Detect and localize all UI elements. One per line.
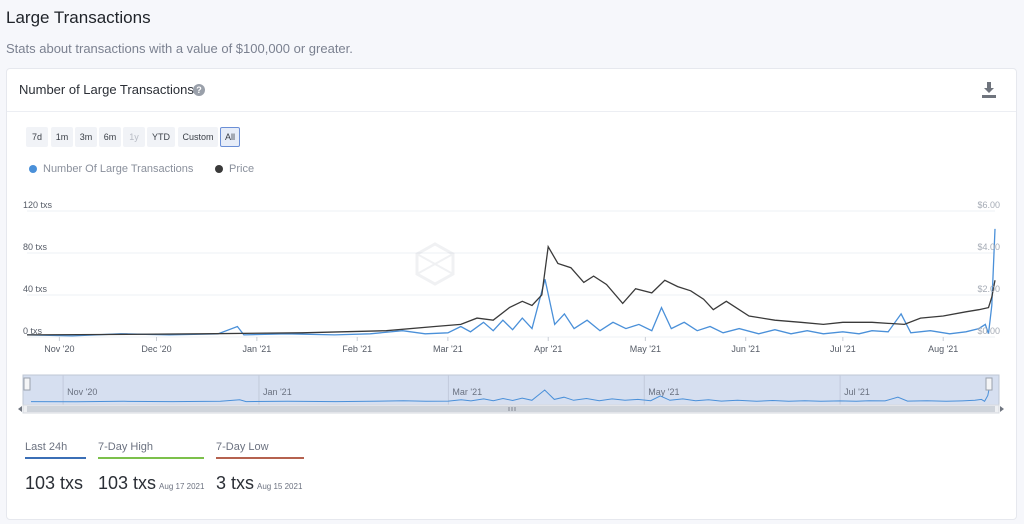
y-left-tick-label: 120 txs xyxy=(23,200,53,210)
x-tick-label: Dec '20 xyxy=(141,344,171,354)
x-tick-label: Jan '21 xyxy=(242,344,271,354)
stat-underline-7day-high xyxy=(98,457,204,459)
stat-number-7day-low: 3 txs xyxy=(216,473,255,493)
stat-label-7day-high: 7-Day High xyxy=(98,441,154,453)
card-header: Number of Large Transactions ? xyxy=(7,69,1016,112)
y-right-tick-label: $6.00 xyxy=(977,200,1000,210)
stat-number-last-24h: 103 txs xyxy=(25,473,84,493)
stat-underline-7day-low xyxy=(216,457,304,459)
y-right-tick-label: $4.00 xyxy=(977,242,1000,252)
stat-underline-last-24h xyxy=(25,457,86,459)
legend-label-transactions: Number Of Large Transactions xyxy=(43,163,194,175)
stat-number-7day-high: 103 txs xyxy=(98,473,157,493)
navigator-handle-left[interactable] xyxy=(23,377,31,391)
stat-value-7day-low: 3 txs Aug 15 2021 xyxy=(216,473,304,494)
x-tick-label: Feb '21 xyxy=(342,344,372,354)
legend-dot-price xyxy=(215,165,223,173)
x-tick-label: Mar '21 xyxy=(433,344,463,354)
range-button-ytd[interactable]: YTD xyxy=(147,127,175,147)
legend-dot-transactions xyxy=(29,165,37,173)
question-circle-icon[interactable]: ? xyxy=(193,84,205,96)
x-tick-label: Apr '21 xyxy=(534,344,562,354)
range-button-all[interactable]: All xyxy=(220,127,240,147)
x-tick-label: Jun '21 xyxy=(731,344,760,354)
range-button-7d[interactable]: 7d xyxy=(26,127,48,147)
x-tick-label: Nov '20 xyxy=(44,344,74,354)
series-line-price[interactable] xyxy=(26,244,996,336)
navigator-scrollbar-thumb[interactable] xyxy=(27,406,995,412)
range-button-custom[interactable]: Custom xyxy=(178,127,218,147)
main-chart[interactable]: 0 txs 40 txs 80 txs 120 txs $0.00 $2.00 $4.00 $… xyxy=(7,199,1016,359)
large-transactions-card: Number of Large Transactions ? 7d 1m 3m … xyxy=(6,68,1017,520)
page-subtitle: Stats about transactions with a value of… xyxy=(6,41,353,56)
stat-value-7day-high: 103 txs Aug 17 2021 xyxy=(98,473,204,494)
y-right-tick-label: $0.00 xyxy=(977,326,1000,336)
y-left-tick-label: 0 txs xyxy=(23,326,43,336)
watermark-logo xyxy=(415,242,455,286)
stat-7day-high: 7-Day High 103 txs Aug 17 2021 xyxy=(98,441,204,494)
series-line-transactions[interactable] xyxy=(26,228,996,337)
legend-item-transactions[interactable]: Number Of Large Transactions xyxy=(29,163,193,175)
download-icon[interactable] xyxy=(981,81,997,99)
chart-navigator[interactable]: Nov '20 Jan '21 Mar '21 May '21 Jul '21 xyxy=(7,369,1016,417)
page-title: Large Transactions xyxy=(6,8,151,27)
range-button-1y[interactable]: 1y xyxy=(123,127,145,147)
legend-item-price[interactable]: Price xyxy=(215,163,254,175)
card-title: Number of Large Transactions xyxy=(19,82,194,97)
stat-label-7day-low: 7-Day Low xyxy=(216,441,269,453)
navigator-handle-right[interactable] xyxy=(985,377,993,391)
scroll-right-arrow-icon[interactable] xyxy=(1000,406,1004,412)
stat-7day-low: 7-Day Low 3 txs Aug 15 2021 xyxy=(216,441,304,494)
stat-value-last-24h: 103 txs xyxy=(25,473,86,494)
stat-label-last-24h: Last 24h xyxy=(25,441,68,453)
navigator-series-line xyxy=(30,379,992,403)
range-button-3m[interactable]: 3m xyxy=(75,127,97,147)
legend-label-price: Price xyxy=(229,163,255,175)
navigator-tick-label: Mar '21 xyxy=(452,387,482,397)
navigator-tick-label: May '21 xyxy=(648,387,679,397)
x-tick-label: Aug '21 xyxy=(928,344,958,354)
scroll-left-arrow-icon[interactable] xyxy=(18,406,22,412)
x-tick-label: May '21 xyxy=(630,344,661,354)
range-button-1m[interactable]: 1m xyxy=(51,127,73,147)
navigator-tick-label: Jan '21 xyxy=(263,387,292,397)
y-right-tick-label: $2.00 xyxy=(977,284,1000,294)
y-left-tick-label: 40 txs xyxy=(23,284,48,294)
x-tick-label: Jul '21 xyxy=(830,344,856,354)
stat-last-24h: Last 24h 103 txs xyxy=(25,441,86,494)
navigator-tick-label: Jul '21 xyxy=(844,387,870,397)
stat-date-7day-low: Aug 15 2021 xyxy=(257,482,303,491)
stat-date-7day-high: Aug 17 2021 xyxy=(159,482,205,491)
range-button-6m[interactable]: 6m xyxy=(99,127,121,147)
navigator-tick-label: Nov '20 xyxy=(67,387,97,397)
y-left-tick-label: 80 txs xyxy=(23,242,48,252)
